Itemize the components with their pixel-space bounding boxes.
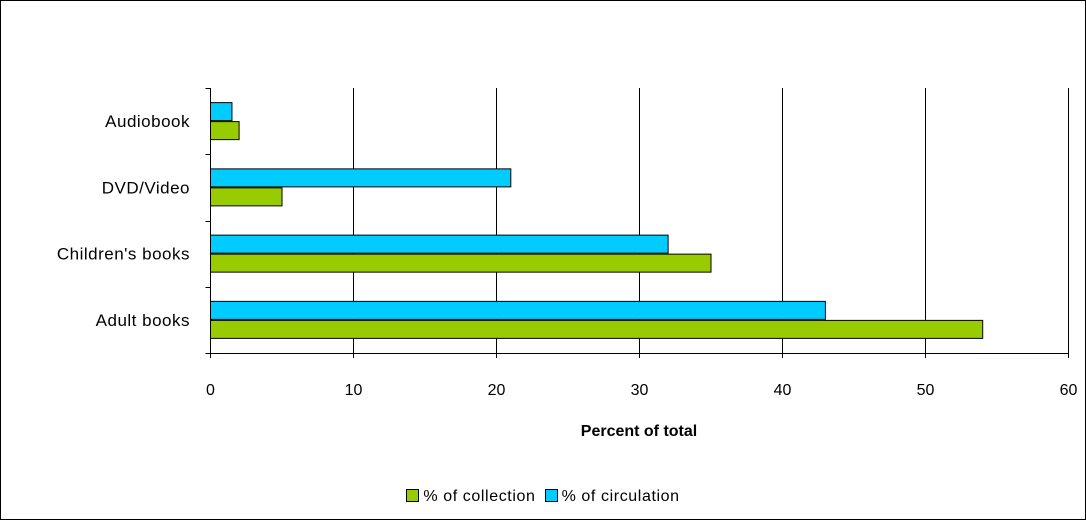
x-tick-label: 0 xyxy=(206,382,215,399)
bar xyxy=(210,253,712,273)
x-tick-label: 10 xyxy=(345,382,363,399)
legend-swatch-circulation xyxy=(544,489,558,502)
bar xyxy=(210,102,233,122)
bar xyxy=(210,168,512,188)
category-label: Adult books xyxy=(96,311,190,330)
labels: 0 10 20 30 40 50 60 Audiobook DVD/Video Children'… xyxy=(57,112,1078,399)
x-tick-label: 20 xyxy=(488,382,506,399)
category-label: DVD/Video xyxy=(102,178,190,197)
x-tick-label: 30 xyxy=(631,382,649,399)
x-tick-label: 50 xyxy=(917,382,935,399)
x-tick-label: 40 xyxy=(774,382,792,399)
bar xyxy=(210,319,984,339)
bar xyxy=(210,121,240,141)
legend: % of collection % of circulation xyxy=(0,488,1086,506)
bar xyxy=(210,187,283,207)
axes xyxy=(205,88,1069,358)
x-axis-title: Percent of total xyxy=(581,423,697,440)
bar xyxy=(210,300,826,320)
category-label: Audiobook xyxy=(105,112,190,131)
legend-item-collection: % of collection xyxy=(406,488,535,506)
legend-label-collection: % of collection xyxy=(423,488,536,505)
category-label: Children's books xyxy=(57,245,190,264)
x-tick-label: 60 xyxy=(1060,382,1078,399)
bars xyxy=(210,102,984,339)
bar xyxy=(210,234,669,254)
legend-swatch-collection xyxy=(406,489,420,502)
legend-label-circulation: % of circulation xyxy=(561,488,680,505)
legend-item-circulation: % of circulation xyxy=(544,488,680,506)
